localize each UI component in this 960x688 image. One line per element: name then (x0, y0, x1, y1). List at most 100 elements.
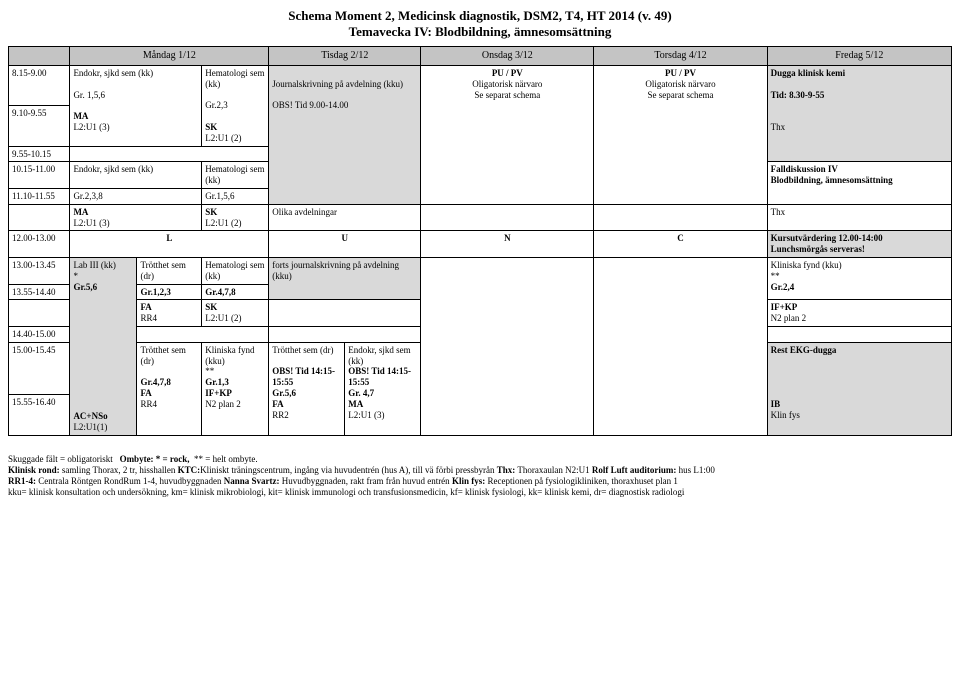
cell-text: Gr.1,2,3 (140, 287, 170, 297)
cell-text: RR4 (140, 399, 157, 409)
footer-text: Receptionen på fysiologikliniken, thorax… (485, 476, 678, 486)
time-1110: 11.10-11.55 (9, 188, 70, 204)
cell-text: PU / PV (492, 68, 523, 78)
tue-olika: Olika avdelningar (269, 204, 421, 231)
title-line-1: Schema Moment 2, Medicinsk diagnostik, D… (8, 8, 952, 24)
cell-text: L2:U1 (3) (73, 122, 109, 132)
footer-text: Klinisk rond: (8, 465, 60, 475)
lunch-tue: U (269, 231, 421, 258)
footer-line-3: RR1-4: Centrala Röntgen RondRum 1-4, huv… (8, 476, 952, 487)
cell-text: Endokr, sjkd sem (kk) (73, 68, 153, 78)
cell-text: IF+KP (771, 302, 798, 312)
wed-top: PU / PV Oligatorisk närvaro Se separat s… (421, 66, 594, 205)
cell-text: Se separat schema (474, 90, 540, 100)
footer-text: ** = helt ombyte. (194, 454, 258, 464)
mon-rooms-a: MA L2:U1 (3) (70, 204, 202, 231)
day-wed: Onsdag 3/12 (421, 47, 594, 66)
mon-0815-b: Hematologi sem (kk) Gr.2,3 SK L2:U1 (2) (202, 66, 269, 147)
time-1200: 12.00-13.00 (9, 231, 70, 258)
cell-text: Gr. 1,5,6 (73, 90, 105, 100)
header-row: Måndag 1/12 Tisdag 2/12 Onsdag 3/12 Tors… (9, 47, 952, 66)
cell-text: SK (205, 207, 217, 217)
mon-1440 (137, 326, 269, 342)
fri-kurs: Kursutvärdering 12.00-14:00 Lunchsmörgås… (767, 231, 951, 258)
footer-line-1: Skuggade fält = obligatoriskt Ombyte: * … (8, 454, 952, 465)
footer-text: samling Thorax, 2 tr, hisshallen (60, 465, 178, 475)
cell-text: RR4 (140, 313, 157, 323)
day-fri: Fredag 5/12 (767, 47, 951, 66)
mon-1355-c: Gr.4,7,8 (202, 284, 269, 300)
day-thu: Torsdag 4/12 (594, 47, 767, 66)
footer-text: Thx: (497, 465, 516, 475)
fri-fall: Falldiskussion IV Blodbildning, ämnesoms… (767, 162, 951, 204)
mon-1300-a: Lab III (kk) * Gr.5,6 AC+NSo L2:U1(1) (70, 257, 137, 435)
cell-text: Trötthet sem (dr) (140, 345, 185, 366)
mon-1500-b: Trötthet sem (dr) Gr.4,7,8 FA RR4 (137, 342, 202, 435)
cell-text: Oligatorisk närvaro (645, 79, 715, 89)
cell-text: ** (771, 271, 780, 281)
cell-text: Gr.1,3 (205, 377, 229, 387)
cell-text: OBS! Tid 14:15-15:55 (348, 366, 411, 387)
cell-text: IF+KP (205, 388, 232, 398)
tue-1440 (269, 326, 421, 342)
footer-text: Nanna Svartz: (224, 476, 280, 486)
thu-empty-pm (594, 257, 767, 435)
footer: Skuggade fält = obligatoriskt Ombyte: * … (8, 454, 952, 499)
cell-text: MA (73, 207, 88, 217)
row-rooms-prelunch: MA L2:U1 (3) SK L2:U1 (2) Olika avdelnin… (9, 204, 952, 231)
fri-rest: Rest EKG-dugga IB Klin fys (767, 342, 951, 435)
tue-top: Journalskrivning på avdelning (kku) OBS!… (269, 66, 421, 205)
footer-text: Klin fys: (452, 476, 485, 486)
time-0910: 9.10-9.55 (9, 106, 70, 146)
cell-text: L2:U1 (3) (73, 218, 109, 228)
cell-text: Klin fys (771, 410, 800, 420)
time-0955: 9.55-10.15 (9, 146, 70, 162)
cell-text: L2:U1 (3) (348, 410, 384, 420)
footer-line-4: kku= klinisk konsultation och undersökni… (8, 487, 952, 498)
cell-text: Blodbildning, ämnesomsättning (771, 175, 893, 185)
time-0815: 8.15-9.00 (9, 66, 70, 106)
fri-ifkp: IF+KP N2 plan 2 (767, 300, 951, 327)
lunch-wed: N (421, 231, 594, 258)
cell-text: IB (771, 399, 781, 409)
mon-1355-b: Gr.1,2,3 (137, 284, 202, 300)
cell-text: FA (140, 388, 151, 398)
thu-top: PU / PV Oligatorisk närvaro Se separat s… (594, 66, 767, 205)
footer-text: Skuggade fält = obligatoriskt (8, 454, 113, 464)
mon-0815-a: Endokr, sjkd sem (kk) Gr. 1,5,6 MA L2:U1… (70, 66, 202, 147)
mon-mid-b: FA RR4 (137, 300, 202, 327)
lunch-thu: C (594, 231, 767, 258)
cell-text: FA (272, 399, 283, 409)
cell-text: Dugga klinisk kemi (771, 68, 846, 78)
footer-text: Centrala Röntgen RondRum 1-4, huvudbyggn… (36, 476, 224, 486)
time-header (9, 47, 70, 66)
cell-text: Oligatorisk närvaro (472, 79, 542, 89)
row-1200: 12.00-13.00 L U N C Kursutvärdering 12.0… (9, 231, 952, 258)
cell-text: N2 plan 2 (205, 399, 241, 409)
cell-text: Gr.4,7,8 (140, 377, 170, 387)
cell-text: MA (73, 111, 88, 121)
mon-0955 (70, 146, 269, 162)
tue-1500-a: Trötthet sem (dr) OBS! Tid 14:15-15:55 G… (269, 342, 345, 435)
footer-text: Huvudbyggnaden, rakt fram från huvud ent… (279, 476, 451, 486)
footer-text: KTC: (178, 465, 201, 475)
cell-text: Kliniska fynd (kku) (771, 260, 842, 270)
cell-text: Gr.2,3 (205, 100, 228, 110)
footer-text: Kliniskt träningscentrum, ingång via huv… (200, 465, 497, 475)
cell-text: Gr.4,7,8 (205, 287, 235, 297)
cell-text: Falldiskussion IV (771, 164, 838, 174)
cell-text: Gr.5,6 (272, 388, 296, 398)
cell-text: RR2 (272, 410, 289, 420)
time-1015: 10.15-11.00 (9, 162, 70, 189)
footer-text: hus L1:00 (676, 465, 715, 475)
title-block: Schema Moment 2, Medicinsk diagnostik, D… (8, 8, 952, 40)
cell-text: L2:U1 (2) (205, 313, 241, 323)
mon-1015-a: Endokr, sjkd sem (kk) (70, 162, 202, 189)
mon-1015-b: Hematologi sem (kk) (202, 162, 269, 189)
tue-1500-b: Endokr, sjkd sem (kk) OBS! Tid 14:15-15:… (345, 342, 421, 435)
time-1555: 15.55-16.40 (9, 395, 70, 435)
cell-text: L2:U1(1) (73, 422, 107, 432)
cell-text: Gr.5,6 (73, 282, 97, 292)
cell-text: Kursutvärdering 12.00-14:00 (771, 233, 883, 243)
cell-text: L2:U1 (2) (205, 218, 241, 228)
